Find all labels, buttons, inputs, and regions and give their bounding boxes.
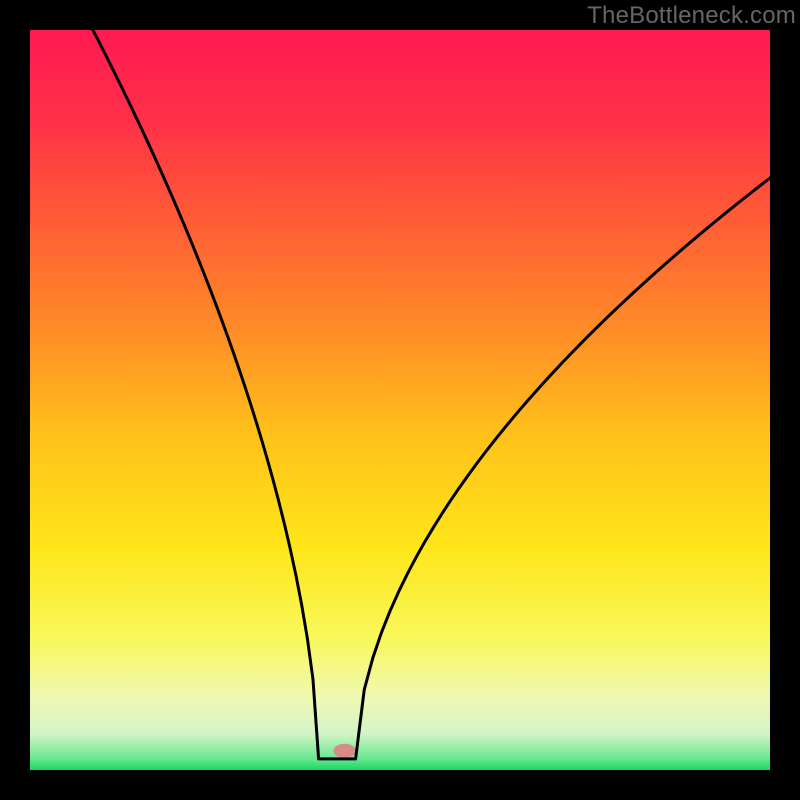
plot-area xyxy=(30,30,770,770)
apex-marker xyxy=(334,744,356,758)
watermark-label: TheBottleneck.com xyxy=(587,2,796,30)
bottleneck-chart: TheBottleneck.com xyxy=(0,0,800,800)
chart-svg xyxy=(0,0,800,800)
